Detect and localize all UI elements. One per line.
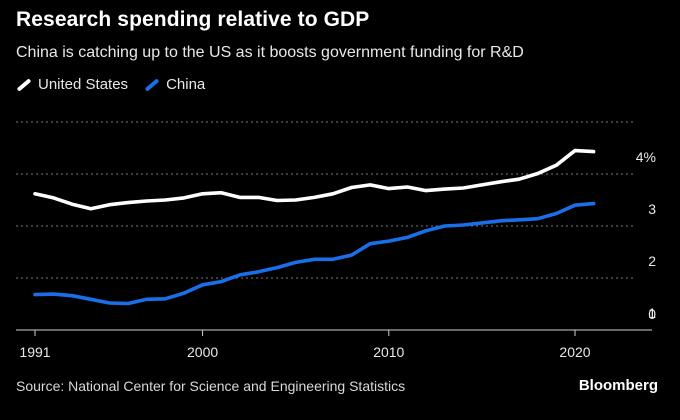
x-axis: 1991 2000 2010 2020 [16, 329, 652, 360]
x-tick-label-2020: 2020 [559, 344, 590, 360]
x-tick-label-2000: 2000 [187, 344, 218, 360]
chart-title: Research spending relative to GDP [16, 8, 370, 31]
gridlines [16, 121, 636, 279]
legend: United States China [16, 76, 205, 93]
x-tick-label-2010: 2010 [373, 344, 404, 360]
series-lines [33, 148, 596, 306]
y-axis-tick-labels: 01 2 3 4% [636, 149, 656, 322]
series-line-united-states [33, 148, 596, 211]
bloomberg-logo: Bloomberg [578, 377, 658, 394]
source-note: Source: National Center for Science and … [16, 378, 406, 394]
legend-label-us: United States [38, 76, 129, 93]
legend-item-us: United States [16, 76, 128, 93]
legend-item-china: China [144, 76, 205, 93]
legend-label-china: China [166, 76, 206, 93]
y-tick-label-4: 4% [636, 149, 656, 165]
chart-subtitle: China is catching up to the US as it boo… [16, 44, 524, 61]
y-tick-label-2: 2 [648, 253, 656, 269]
y-tick-label-0: 0 [648, 306, 656, 322]
y-tick-label-1: 1 [648, 305, 656, 321]
x-tick-label-1991: 1991 [19, 344, 50, 360]
series-line-china [33, 201, 596, 306]
y-tick-label-3: 3 [648, 201, 656, 217]
